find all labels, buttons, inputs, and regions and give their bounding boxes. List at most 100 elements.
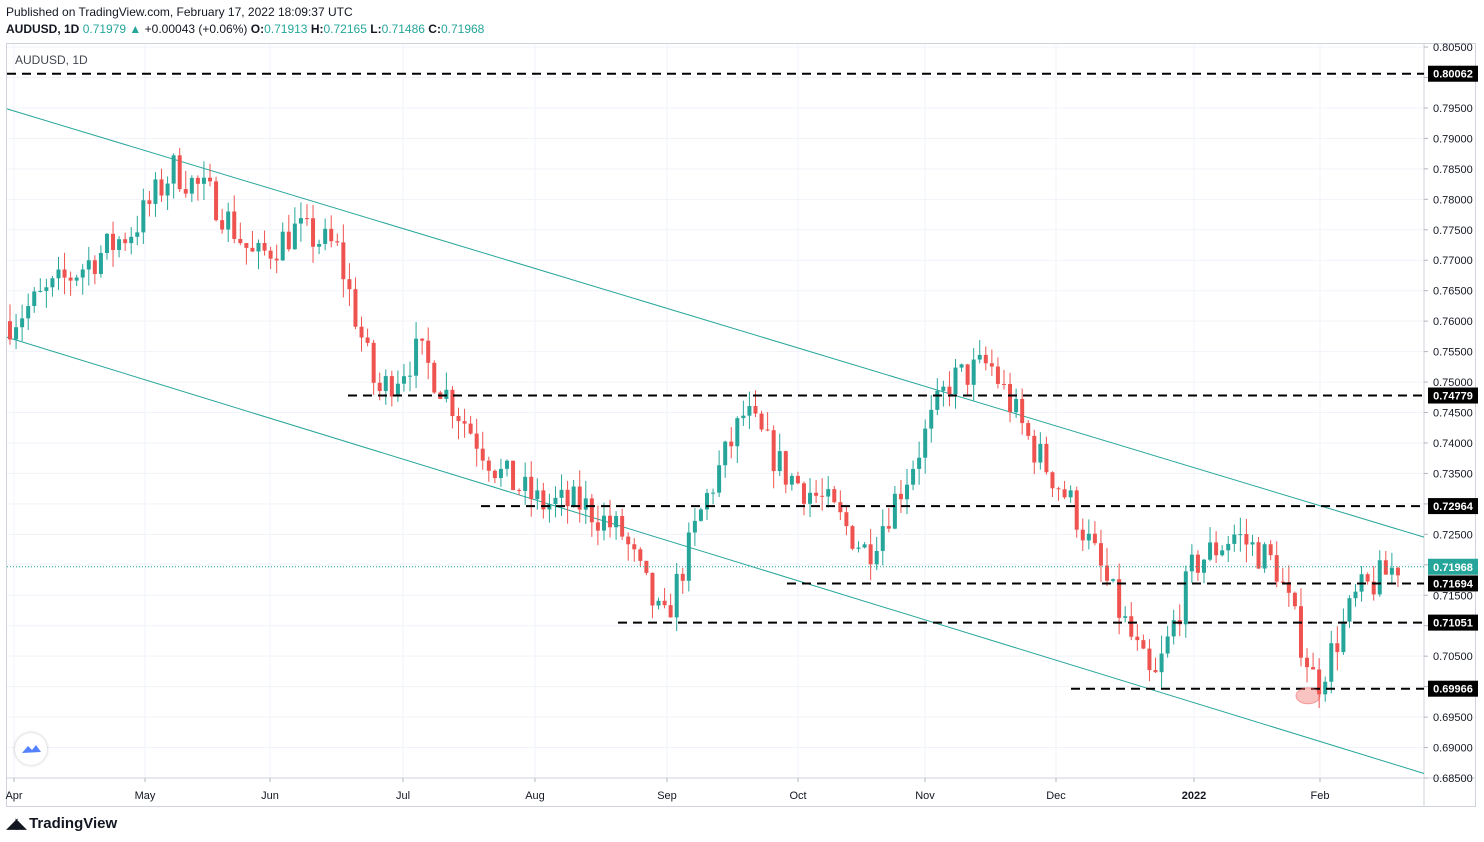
y-tick-label: 0.75500 — [1433, 347, 1473, 359]
candle-body — [820, 495, 825, 497]
y-tick-label: 0.78000 — [1433, 194, 1473, 206]
candle-body — [1044, 443, 1049, 473]
candle-body — [729, 441, 734, 447]
candle-body — [1153, 670, 1158, 673]
candle-body — [329, 228, 334, 242]
candle-body — [868, 544, 873, 565]
candle-body — [953, 367, 958, 395]
candle-body — [159, 179, 164, 196]
candle-body — [226, 211, 231, 230]
candle-body — [1365, 574, 1370, 582]
candle-body — [971, 359, 976, 385]
x-tick-label: Jul — [396, 790, 410, 802]
candle-body — [32, 291, 37, 307]
candle-body — [147, 200, 152, 204]
level-price-tag — [1428, 498, 1478, 515]
candle-body — [1038, 443, 1043, 463]
candle-body — [583, 498, 588, 510]
candle-body — [850, 526, 855, 549]
candle-body — [941, 386, 946, 391]
low-value: 0.71486 — [381, 22, 425, 36]
low-highlight-marker — [1295, 687, 1321, 705]
candle-body — [347, 279, 352, 290]
open-value: 0.71913 — [264, 22, 308, 36]
candle-body — [80, 269, 85, 278]
candle-body — [565, 489, 570, 507]
candle-body — [1323, 681, 1328, 695]
candle-body — [923, 428, 928, 458]
low-label: L: — [370, 22, 382, 36]
candle-body — [420, 338, 425, 341]
candle-body — [238, 238, 243, 244]
candle-body — [14, 327, 19, 340]
close-label: C: — [428, 22, 441, 36]
candle-body — [1068, 490, 1073, 498]
candle-body — [323, 228, 328, 244]
candle-body — [92, 260, 97, 274]
candle-body — [377, 382, 382, 392]
candle-body — [317, 243, 322, 247]
close-value: 0.71968 — [440, 22, 485, 36]
candle-body — [492, 470, 497, 479]
candle-body — [389, 376, 394, 397]
candle-body — [1389, 567, 1394, 575]
tradingview-badge-icon[interactable] — [15, 733, 47, 765]
candle-body — [650, 572, 655, 606]
brand-name: TradingView — [29, 814, 118, 832]
candle-body — [589, 498, 594, 523]
candle-body — [129, 236, 134, 244]
candle-body — [1189, 554, 1194, 572]
candle-body — [698, 509, 703, 521]
candle-body — [450, 389, 455, 417]
candle-body — [880, 526, 885, 551]
candle-body — [220, 220, 225, 230]
candle-body — [286, 231, 291, 250]
candle-body — [1311, 667, 1316, 670]
candle-body — [262, 242, 267, 251]
level-price-label: 0.71694 — [1433, 578, 1474, 590]
candle-body — [541, 490, 546, 510]
candle-body — [1262, 544, 1267, 569]
candle-body — [626, 536, 631, 545]
y-tick-label: 0.80500 — [1433, 42, 1473, 54]
candle-body — [814, 492, 819, 496]
x-tick-label: Aug — [525, 790, 545, 802]
level-price-tag — [1428, 387, 1478, 404]
candle-body — [656, 600, 661, 606]
candle-body — [983, 354, 988, 364]
candle-body — [832, 489, 837, 503]
y-tick-label: 0.79500 — [1433, 103, 1473, 115]
candle-body — [989, 363, 994, 367]
y-tick-label: 0.76500 — [1433, 286, 1473, 298]
candle-body — [808, 492, 813, 504]
candle-body — [353, 289, 358, 327]
candle-body — [553, 497, 558, 505]
candle-body — [38, 290, 43, 292]
candle-body — [268, 250, 273, 259]
chart-symbol-label: AUDUSD, 1D — [15, 53, 88, 67]
candle-body — [444, 389, 449, 399]
candle-body — [977, 354, 982, 360]
candle-body — [1165, 636, 1170, 654]
candle-body — [171, 155, 176, 184]
candle-body — [244, 243, 249, 248]
candle-body — [1135, 636, 1140, 641]
candle-body — [1305, 657, 1310, 668]
chart-frame — [6, 43, 1476, 807]
candle-body — [577, 486, 582, 510]
candle-body — [535, 490, 540, 500]
candle-body — [601, 515, 606, 531]
candle-body — [165, 183, 170, 196]
candle-body — [905, 484, 910, 500]
candle-body — [965, 364, 970, 385]
level-price-label: 0.69966 — [1433, 684, 1473, 696]
candle-body — [1329, 643, 1334, 682]
candle-body — [717, 465, 722, 493]
candle-body — [359, 326, 364, 338]
candle-body — [1298, 606, 1303, 658]
high-label: H: — [310, 22, 324, 36]
current-price-tag — [1428, 558, 1478, 575]
candle-body — [1274, 555, 1279, 582]
candle-body — [26, 306, 31, 319]
